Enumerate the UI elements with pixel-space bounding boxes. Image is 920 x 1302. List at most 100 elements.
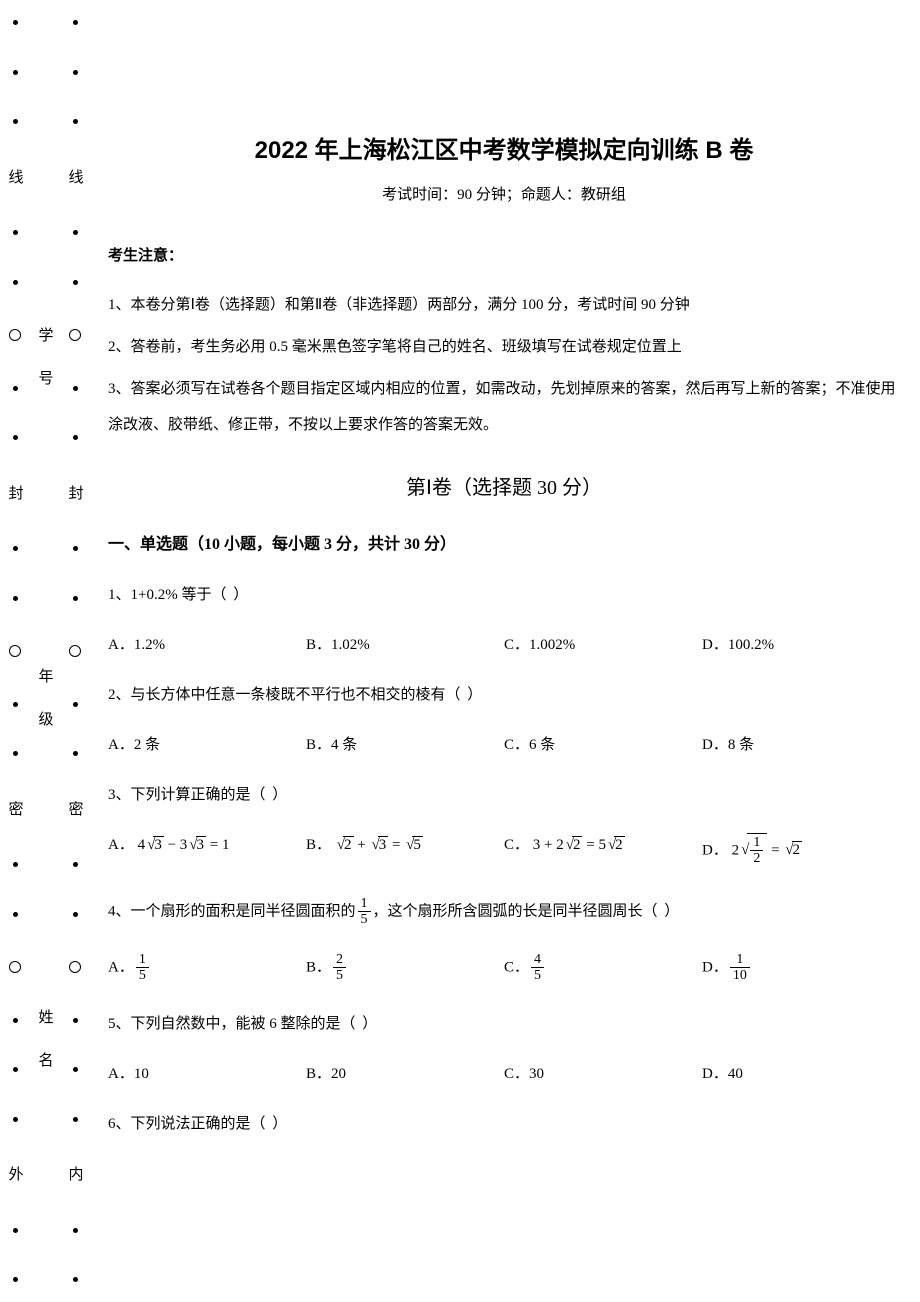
q3-d-coef: 2 [732,842,740,858]
part-1-heading: 一、单选题（10 小题，每小题 3 分，共计 30 分） [108,530,900,554]
sqrt-icon: 5 [404,836,423,854]
question-3: 3、下列计算正确的是（ ） [108,782,900,809]
binding-dot [73,386,78,391]
q3-c-bcoef: 2 [556,837,564,853]
binding-dot [13,1018,18,1023]
q3-a-rhs: 1 [222,837,230,853]
binding-dot [73,546,78,551]
binding-dot [13,230,18,235]
q5-opt-b: B．20 [306,1062,504,1083]
binding-circle [69,329,81,341]
binding-dot [13,751,18,756]
q3-d-rhs: 2 [792,841,803,859]
q3-opt-d: D． 212 = 2 [702,833,900,868]
binding-outer-column: 线 封 密 外 [0,0,30,1302]
binding-dot [73,280,78,285]
binding-dot [13,1277,18,1282]
q4-frac: 15 [358,896,371,928]
binding-char-feng: 封 [65,485,86,502]
q5-opt-c: C．30 [504,1062,702,1083]
q3-b-rhs: 5 [412,836,423,854]
binding-circle [69,645,81,657]
binding-dot [73,1067,78,1072]
binding-dot [13,912,18,917]
binding-dot [73,70,78,75]
q6-stem-prefix: 6、下列说法正确的是（ [108,1116,266,1132]
binding-char-mi: 密 [5,801,26,818]
binding-circle [69,961,81,973]
exam-title: 2022 年上海松江区中考数学模拟定向训练 B 卷 [108,130,900,165]
binding-char-xian: 线 [65,169,86,186]
field-label-grade: 年级 [35,668,56,754]
q3-c-brad: 2 [572,836,583,854]
binding-char-xian: 线 [5,169,26,186]
binding-dot [13,1117,18,1122]
q5-opt-a: A．10 [108,1062,306,1083]
binding-dot [13,702,18,707]
q3-c-rrad: 2 [614,836,625,854]
sqrt-icon: 3 [187,836,206,854]
q4-opt-d: D．110 [702,952,900,984]
q3-d-label: D． [702,842,728,858]
binding-dot [13,70,18,75]
field-label-name: 姓名 [35,1009,56,1095]
q1-opt-c: C．1.002% [504,633,702,654]
section-1-title: 第Ⅰ卷（选择题 30 分） [108,471,900,500]
binding-dot [73,435,78,440]
question-4-options: A．15 B．25 C．45 D．110 [108,952,900,984]
q3-c-a: 3 [533,837,541,853]
binding-dot [13,1228,18,1233]
binding-dot [73,1117,78,1122]
q3-a-rad2: 3 [196,836,207,854]
binding-dot [73,862,78,867]
question-1: 1、1+0.2% 等于（ ） [108,582,900,609]
q2-opt-a: A．2 条 [108,733,306,754]
q3-b-rad2: 3 [378,836,389,854]
binding-char-wai: 外 [5,1166,26,1183]
q1-opt-a: A．1.2% [108,633,306,654]
binding-dot [13,435,18,440]
binding-char-nei: 内 [65,1166,86,1183]
q3-stem-prefix: 3、下列计算正确的是（ [108,787,266,803]
binding-dot [73,119,78,124]
binding-circle [9,329,21,341]
q2-stem-suffix: ） [467,687,482,703]
field-labels-column: 学号 年级 姓名 [30,0,60,1302]
q1-opt-b: B．1.02% [306,633,504,654]
exam-subtitle: 考试时间：90 分钟；命题人：教研组 [108,183,900,204]
binding-dot [13,862,18,867]
q1-stem-prefix: 1、1+0.2% 等于（ [108,587,226,603]
binding-dot [73,1277,78,1282]
q3-c-rcoef: 5 [598,837,606,853]
question-3-options: A． 43 − 33 = 1 B． 2 + 3 = 5 C． 3 + 22 = … [108,833,900,868]
binding-dot [13,546,18,551]
binding-dot [13,119,18,124]
q2-opt-c: C．6 条 [504,733,702,754]
binding-dot [13,20,18,25]
q2-stem-prefix: 2、与长方体中任意一条棱既不平行也不相交的棱有（ [108,687,461,703]
q4-stem-p1: 4、一个扇形的面积是同半径圆面积的 [108,903,356,919]
question-2-options: A．2 条 B．4 条 C．6 条 D．8 条 [108,733,900,754]
question-6: 6、下列说法正确的是（ ） [108,1111,900,1138]
q2-opt-b: B．4 条 [306,733,504,754]
sqrt-icon: 2 [606,836,625,854]
q3-a-label: A． [108,837,134,853]
notice-line-3: 3、答案必须写在试卷各个题目指定区域内相应的位置，如需改动，先划掉原来的答案，然… [108,371,900,443]
question-5-options: A．10 B．20 C．30 D．40 [108,1062,900,1083]
q4-opt-b: B．25 [306,952,504,984]
q3-a-coef1: 4 [138,837,146,853]
binding-dot [13,596,18,601]
q4-stem-p2: ，这个扇形所含圆弧的长是同半径圆周长（ [373,903,658,919]
binding-circle [9,645,21,657]
question-1-options: A．1.2% B．1.02% C．1.002% D．100.2% [108,633,900,654]
binding-dot [73,1228,78,1233]
binding-dot [13,1067,18,1072]
notice-line-1: 1、本卷分第Ⅰ卷（选择题）和第Ⅱ卷（非选择题）两部分，满分 100 分，考试时间… [108,287,900,323]
q4-opt-c: C．45 [504,952,702,984]
binding-dot [73,912,78,917]
q3-opt-b: B． 2 + 3 = 5 [306,833,504,868]
sqrt-icon: 3 [145,836,164,854]
q3-a-rad1: 3 [153,836,164,854]
question-5: 5、下列自然数中，能被 6 整除的是（ ） [108,1011,900,1038]
binding-char-feng: 封 [5,485,26,502]
